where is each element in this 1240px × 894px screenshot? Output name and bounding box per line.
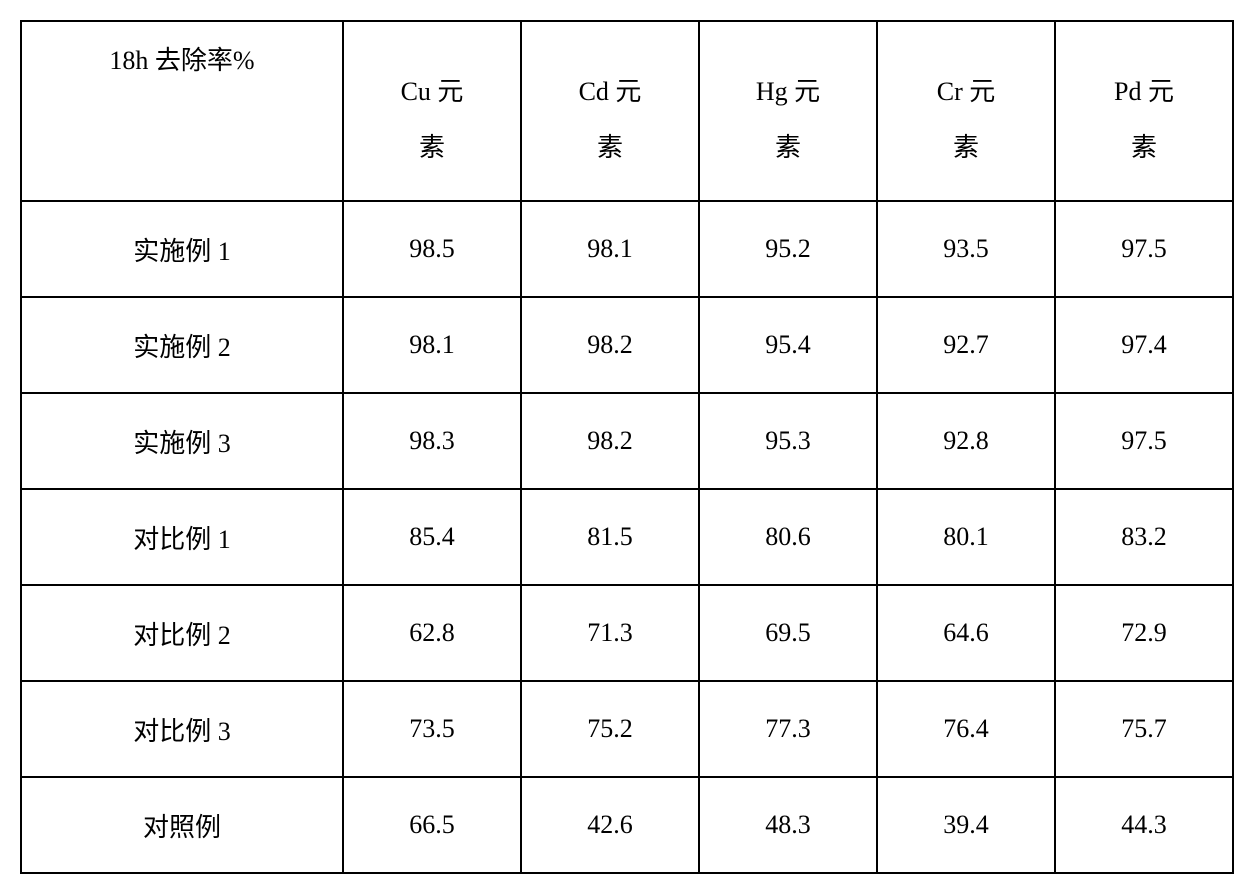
table-row: 实施例 1 98.5 98.1 95.2 93.5 97.5 (21, 201, 1233, 297)
table-row: 对比例 1 85.4 81.5 80.6 80.1 83.2 (21, 489, 1233, 585)
header-col-cd-line2: 素 (522, 135, 698, 161)
header-col-cd-line1: Cd 元 (522, 79, 698, 105)
cell-value: 95.2 (699, 201, 877, 297)
cell-value: 92.7 (877, 297, 1055, 393)
cell-value: 98.1 (521, 201, 699, 297)
cell-value: 80.1 (877, 489, 1055, 585)
cell-value: 97.4 (1055, 297, 1233, 393)
row-label: 对比例 3 (21, 681, 343, 777)
row-label: 实施例 2 (21, 297, 343, 393)
row-label: 对比例 1 (21, 489, 343, 585)
cell-value: 44.3 (1055, 777, 1233, 873)
cell-value: 83.2 (1055, 489, 1233, 585)
header-col-pd-line2: 素 (1056, 135, 1232, 161)
cell-value: 69.5 (699, 585, 877, 681)
table-row: 实施例 2 98.1 98.2 95.4 92.7 97.4 (21, 297, 1233, 393)
cell-value: 98.5 (343, 201, 521, 297)
cell-value: 76.4 (877, 681, 1055, 777)
row-label: 实施例 3 (21, 393, 343, 489)
header-col-hg-line1: Hg 元 (700, 79, 876, 105)
cell-value: 97.5 (1055, 201, 1233, 297)
cell-value: 95.4 (699, 297, 877, 393)
cell-value: 98.3 (343, 393, 521, 489)
table-row: 对照例 66.5 42.6 48.3 39.4 44.3 (21, 777, 1233, 873)
cell-value: 64.6 (877, 585, 1055, 681)
header-col-pd-line1: Pd 元 (1056, 79, 1232, 105)
cell-value: 39.4 (877, 777, 1055, 873)
cell-value: 75.7 (1055, 681, 1233, 777)
cell-value: 93.5 (877, 201, 1055, 297)
cell-value: 92.8 (877, 393, 1055, 489)
cell-value: 73.5 (343, 681, 521, 777)
cell-value: 72.9 (1055, 585, 1233, 681)
cell-value: 98.1 (343, 297, 521, 393)
cell-value: 42.6 (521, 777, 699, 873)
cell-value: 48.3 (699, 777, 877, 873)
header-col-hg-line2: 素 (700, 135, 876, 161)
cell-value: 81.5 (521, 489, 699, 585)
cell-value: 71.3 (521, 585, 699, 681)
header-col-hg: Hg 元 素 (699, 21, 877, 201)
cell-value: 66.5 (343, 777, 521, 873)
header-col-cu-line1: Cu 元 (344, 79, 520, 105)
header-col-cr-line1: Cr 元 (878, 79, 1054, 105)
cell-value: 98.2 (521, 393, 699, 489)
cell-value: 95.3 (699, 393, 877, 489)
header-col-cd: Cd 元 素 (521, 21, 699, 201)
header-col-pd: Pd 元 素 (1055, 21, 1233, 201)
table-header-row: 18h 去除率% Cu 元 素 Cd 元 素 Hg 元 素 Cr 元 素 Pd … (21, 21, 1233, 201)
row-label: 对比例 2 (21, 585, 343, 681)
table-row: 对比例 2 62.8 71.3 69.5 64.6 72.9 (21, 585, 1233, 681)
header-col-cu: Cu 元 素 (343, 21, 521, 201)
cell-value: 98.2 (521, 297, 699, 393)
header-col-cr-line2: 素 (878, 135, 1054, 161)
row-label: 对照例 (21, 777, 343, 873)
table-row: 实施例 3 98.3 98.2 95.3 92.8 97.5 (21, 393, 1233, 489)
header-rowlabel: 18h 去除率% (21, 21, 343, 201)
row-label: 实施例 1 (21, 201, 343, 297)
cell-value: 62.8 (343, 585, 521, 681)
header-col-cu-line2: 素 (344, 135, 520, 161)
table-row: 对比例 3 73.5 75.2 77.3 76.4 75.7 (21, 681, 1233, 777)
removal-rate-table: 18h 去除率% Cu 元 素 Cd 元 素 Hg 元 素 Cr 元 素 Pd … (20, 20, 1234, 874)
cell-value: 77.3 (699, 681, 877, 777)
cell-value: 80.6 (699, 489, 877, 585)
cell-value: 97.5 (1055, 393, 1233, 489)
cell-value: 75.2 (521, 681, 699, 777)
header-col-cr: Cr 元 素 (877, 21, 1055, 201)
cell-value: 85.4 (343, 489, 521, 585)
